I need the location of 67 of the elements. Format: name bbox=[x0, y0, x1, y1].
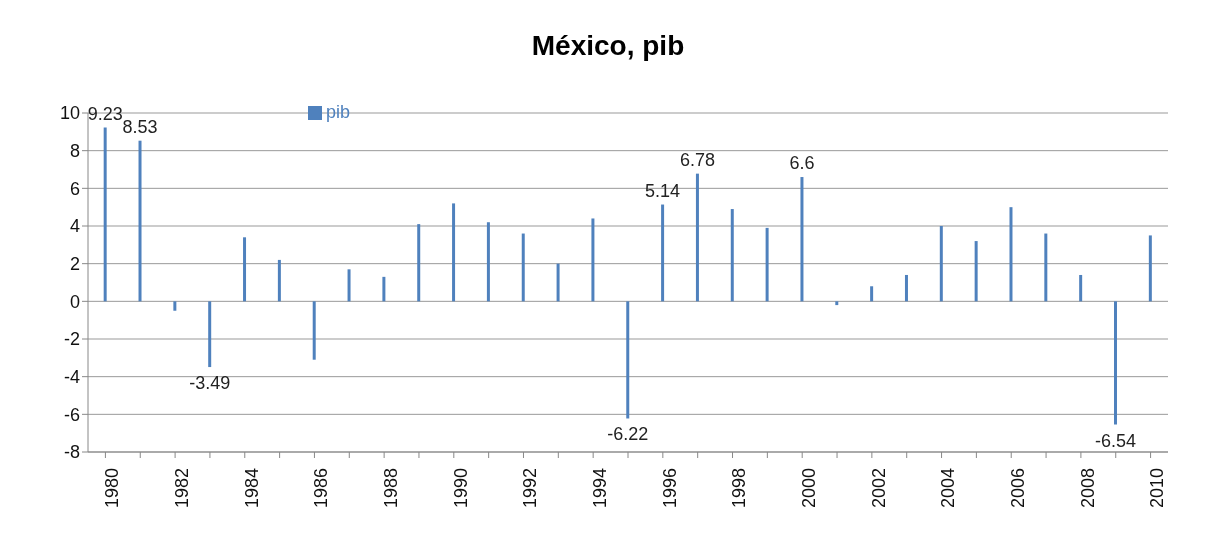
x-tick-label: 2004 bbox=[938, 468, 959, 509]
x-tick-label: 2010 bbox=[1147, 468, 1168, 509]
bar bbox=[1114, 301, 1117, 425]
x-tick-label: 1996 bbox=[659, 468, 680, 509]
y-tick-label: -2 bbox=[63, 329, 80, 350]
bar bbox=[243, 237, 247, 302]
y-tick-label: 2 bbox=[69, 254, 80, 275]
bar bbox=[870, 286, 874, 302]
x-tick-label: 1986 bbox=[311, 468, 332, 509]
bar bbox=[661, 204, 665, 302]
data-label: -6.22 bbox=[607, 424, 649, 445]
x-tick-label: 1992 bbox=[520, 468, 541, 509]
legend-label: pib bbox=[326, 102, 351, 122]
bar bbox=[904, 274, 908, 302]
bar bbox=[486, 222, 490, 302]
y-tick-label: 4 bbox=[69, 216, 80, 237]
y-tick-label: -6 bbox=[63, 404, 80, 425]
y-tick-label: 10 bbox=[59, 103, 80, 124]
bar bbox=[626, 301, 630, 419]
x-tick-label: 1994 bbox=[589, 468, 610, 509]
y-tick-label: 6 bbox=[69, 178, 80, 199]
bar bbox=[1148, 235, 1152, 302]
x-tick-label: 2002 bbox=[868, 468, 889, 509]
bar bbox=[103, 127, 107, 302]
x-tick-label: 1984 bbox=[241, 468, 262, 509]
y-tick-label: 0 bbox=[69, 291, 80, 312]
data-label: -6.54 bbox=[1094, 430, 1137, 451]
x-tick-label: 1998 bbox=[729, 468, 750, 509]
x-tick-label: 2008 bbox=[1077, 468, 1098, 509]
bar bbox=[417, 224, 421, 302]
bar bbox=[173, 301, 177, 311]
x-tick-label: 1982 bbox=[171, 468, 192, 509]
bar bbox=[521, 233, 525, 302]
bar bbox=[765, 227, 769, 302]
y-tick-label: -8 bbox=[63, 442, 80, 463]
bar bbox=[800, 177, 804, 302]
x-tick-label: 1990 bbox=[450, 468, 471, 509]
bar bbox=[695, 173, 699, 302]
data-label: 6.6 bbox=[789, 153, 815, 174]
x-tick-label: 1988 bbox=[380, 468, 401, 509]
x-tick-label: 1980 bbox=[102, 468, 123, 509]
bar bbox=[452, 203, 456, 302]
bar bbox=[277, 259, 281, 302]
bar bbox=[730, 209, 734, 302]
bar bbox=[312, 301, 316, 360]
bar bbox=[382, 276, 386, 302]
data-label: 9.23 bbox=[87, 103, 123, 124]
x-tick-label: 2000 bbox=[798, 468, 819, 509]
data-label: 5.14 bbox=[645, 180, 681, 201]
bar bbox=[556, 263, 560, 302]
bar bbox=[1044, 233, 1048, 302]
bar bbox=[835, 301, 839, 306]
bar bbox=[939, 226, 943, 302]
bar bbox=[1079, 274, 1083, 302]
bar bbox=[347, 269, 351, 302]
bar bbox=[208, 301, 212, 368]
data-label: 6.78 bbox=[679, 149, 715, 170]
bar bbox=[1009, 207, 1013, 302]
x-tick-label: 2006 bbox=[1008, 468, 1029, 509]
y-tick-label: 8 bbox=[69, 141, 80, 162]
bar bbox=[974, 241, 978, 302]
data-label: -3.49 bbox=[189, 373, 231, 394]
bar bbox=[138, 140, 142, 302]
y-tick-label: -4 bbox=[63, 367, 80, 388]
data-label: 8.53 bbox=[122, 116, 158, 137]
bar bbox=[591, 218, 595, 302]
chart-title: México, pib bbox=[530, 30, 686, 62]
